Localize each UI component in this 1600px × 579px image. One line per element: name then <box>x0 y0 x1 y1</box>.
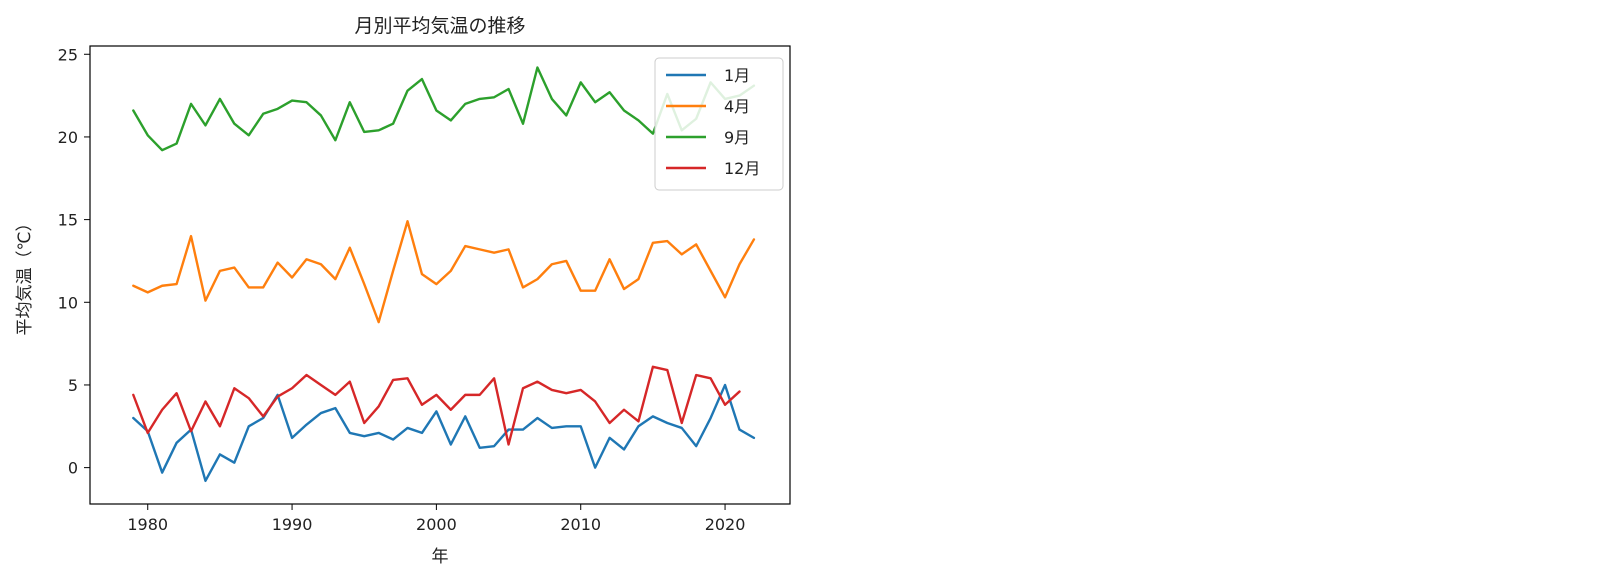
x-tick-label: 2000 <box>416 515 457 534</box>
series-line-3 <box>132 365 741 446</box>
x-axis: 1980 1990 2000 2010 2020 <box>127 504 745 534</box>
series-line-0 <box>132 383 756 483</box>
legend: 1月 4月 9月 12月 <box>654 57 784 191</box>
x-tick-label: 2010 <box>560 515 601 534</box>
legend-label-3: 12月 <box>724 159 760 178</box>
x-tick-label: 1980 <box>127 515 168 534</box>
y-axis: 0 5 10 15 20 25 <box>58 45 90 478</box>
y-tick-label: 5 <box>68 376 78 395</box>
x-axis-label: 年 <box>432 547 449 567</box>
y-tick-label: 0 <box>68 459 78 478</box>
legend-label-2: 9月 <box>724 128 750 147</box>
y-tick-label: 10 <box>58 293 78 312</box>
y-tick-label: 15 <box>58 211 78 230</box>
legend-label-0: 1月 <box>724 66 750 85</box>
x-tick-label: 1990 <box>272 515 313 534</box>
y-tick-label: 20 <box>58 128 78 147</box>
plot-area <box>132 66 756 483</box>
legend-box <box>654 57 784 191</box>
y-axis-label: 平均気温（℃） <box>15 214 35 335</box>
series-line-1 <box>132 220 756 324</box>
x-tick-label: 2020 <box>705 515 746 534</box>
plot-frame <box>89 45 791 505</box>
legend-label-1: 4月 <box>724 97 750 116</box>
series-line-2 <box>132 66 756 152</box>
chart-title: 月別平均気温の推移 <box>354 15 525 37</box>
y-tick-label: 25 <box>58 45 78 64</box>
